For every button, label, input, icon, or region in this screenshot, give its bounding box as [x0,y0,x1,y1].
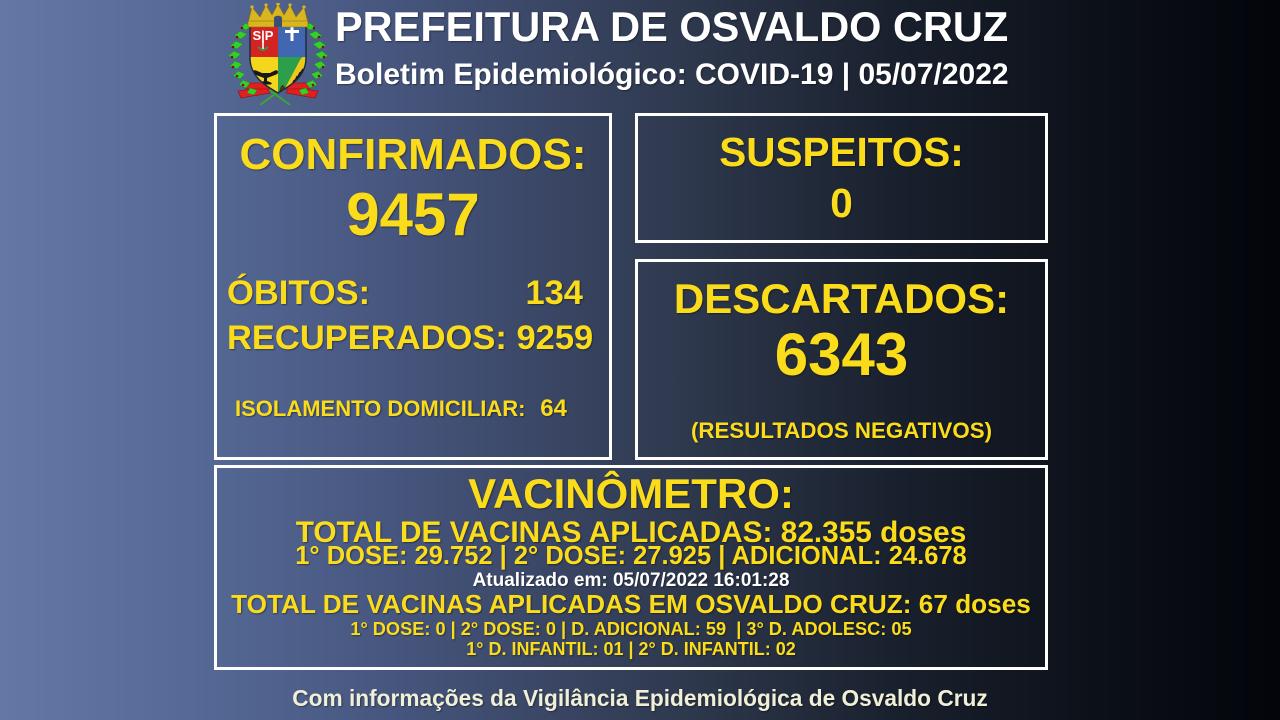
svg-text:S|P: S|P [253,28,274,43]
